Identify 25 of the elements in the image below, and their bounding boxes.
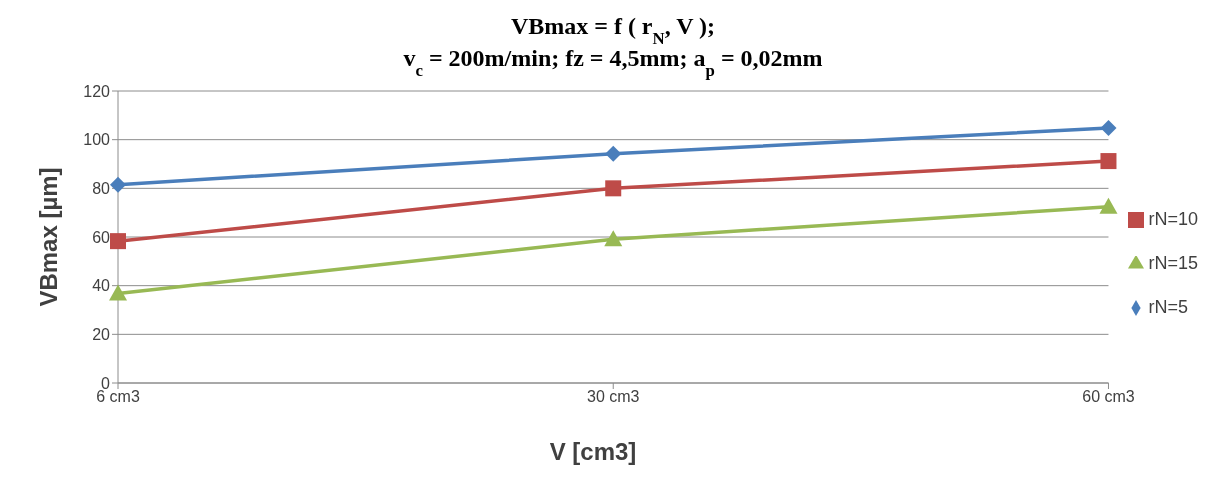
point <box>1099 197 1118 214</box>
point <box>109 284 127 301</box>
point <box>605 180 622 197</box>
y-tick-label: 40 <box>92 277 111 295</box>
y-tick-label: 120 <box>83 82 111 100</box>
y-tick-label: 60 <box>92 228 111 246</box>
point <box>605 145 622 162</box>
point <box>604 230 623 247</box>
chart-title: VBmax = f ( r$_{N}$, V ); <box>510 13 716 48</box>
point <box>110 233 126 250</box>
y-axis-title: VBmax [µm] <box>34 167 62 307</box>
y-tick-label: 80 <box>92 180 111 198</box>
legend-label: rN=10 <box>1148 209 1198 229</box>
y-tick-label: 100 <box>83 131 111 149</box>
point <box>110 176 126 193</box>
x-tick-label: 60 cm3 <box>1082 388 1135 406</box>
x-tick-label: 6 cm3 <box>96 388 140 406</box>
x-axis-title: V [cm3] <box>548 438 638 466</box>
legend-label: rN=5 <box>1148 297 1188 317</box>
legend-label: rN=15 <box>1148 253 1198 273</box>
point <box>1100 153 1117 170</box>
point <box>1100 119 1117 136</box>
x-tick-label: 30 cm3 <box>587 388 640 406</box>
chart-subtitle: v$_{c}$ = 200m/min; fz = 4,5mm; a$_{p}$ = 0,02mm <box>403 45 823 80</box>
y-tick-label: 20 <box>92 326 111 344</box>
